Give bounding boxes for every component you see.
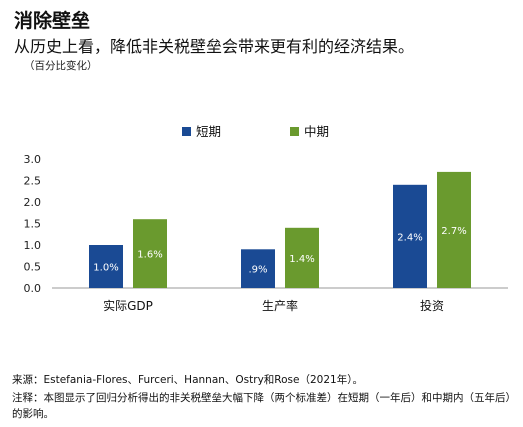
x-tick-label: 投资 [420, 298, 444, 313]
y-tick-label: 3.0 [24, 153, 42, 166]
footnote: 注释：本图显示了回归分析得出的非关税壁垒大幅下降（两个标准差）在短期（一年后）和… [12, 392, 511, 420]
source-note: 来源：Estefania-Flores、Furceri、Hannan、Ostry… [12, 374, 363, 386]
legend-swatch [182, 127, 191, 136]
bar-chart: 0.0 0.5 1.0 1.5 2.0 2.5 3.0 1.0% 1.6% 实际GDP .9% 1.4… [24, 124, 508, 313]
y-tick-label: 2.0 [24, 196, 42, 209]
legend-label: 中期 [304, 124, 329, 139]
chart-subtitle: 从历史上看，降低非关税壁垒会带来更有利的经济结果。 [14, 37, 415, 56]
bar [393, 184, 427, 288]
bar [241, 249, 275, 288]
bar [437, 171, 471, 288]
y-tick-label: 1.5 [24, 218, 42, 231]
y-tick-label: 0.0 [24, 282, 42, 295]
legend-label: 短期 [196, 124, 221, 139]
x-tick-label: 生产率 [262, 298, 298, 313]
data-label: 2.7% [441, 226, 466, 237]
data-label: .9% [248, 265, 267, 276]
y-tick-label: 0.5 [24, 261, 42, 274]
data-label: 2.4% [397, 232, 422, 243]
bar [133, 219, 167, 288]
data-label: 1.4% [289, 254, 314, 265]
bar [285, 227, 319, 288]
x-tick-label: 实际GDP [103, 298, 153, 313]
y-tick-label: 2.5 [24, 175, 42, 188]
legend-swatch [290, 127, 299, 136]
data-label: 1.6% [137, 250, 162, 261]
bar [89, 245, 123, 288]
y-tick-label: 1.0 [24, 239, 42, 252]
data-label: 1.0% [93, 263, 118, 274]
chart-title: 消除壁垒 [14, 10, 91, 32]
unit-label: （百分比变化） [24, 60, 98, 72]
